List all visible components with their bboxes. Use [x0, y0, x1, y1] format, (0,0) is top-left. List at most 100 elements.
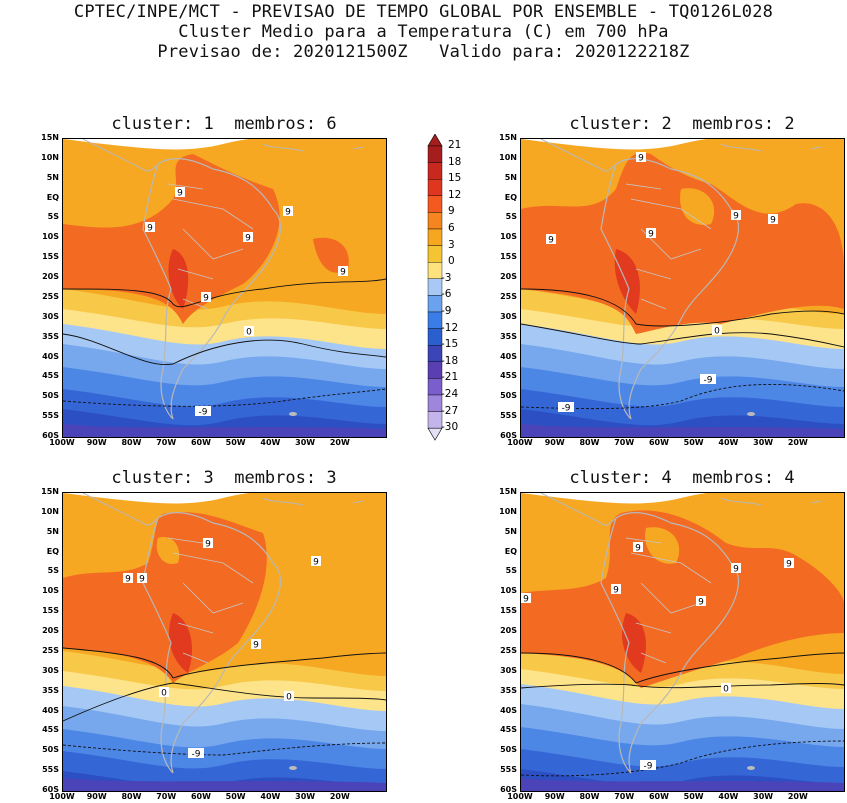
contour-label-box [633, 542, 643, 552]
lat-tick-label: EQ [504, 192, 517, 202]
contour-label: 9 [177, 189, 183, 199]
central-america-outline [540, 493, 822, 526]
lat-tick-label: 55S [500, 411, 517, 421]
lat-tick-label: 5S [47, 212, 59, 222]
lon-tick-label: 50W [225, 792, 246, 801]
colorbar-label: -15 [441, 338, 459, 351]
lon-tick-label: 60W [648, 792, 669, 801]
warm-region [168, 249, 189, 309]
contour-label-box [188, 748, 204, 758]
lon-tick-label: 90W [544, 438, 565, 447]
lon-tick-label: 70W [614, 438, 635, 447]
lat-tick-label: 45S [500, 371, 517, 381]
contour-label: -9 [192, 750, 201, 760]
contour-label-box [784, 558, 794, 568]
lat-tick-label: 20S [42, 272, 59, 282]
lat-tick-label: 25S [42, 291, 59, 301]
contour-label: 0 [161, 689, 167, 699]
lat-tick-label: 25S [500, 291, 517, 301]
colorbar-label: 15 [448, 172, 462, 185]
contour-line [63, 742, 386, 756]
lon-tick-label: 20W [329, 792, 350, 801]
coldest-band [63, 424, 386, 437]
lat-tick-label: 15S [500, 606, 517, 616]
figure-title-line3: Previsao de: 2020121500Z Valido para: 20… [157, 42, 690, 62]
colorbar-label: -6 [441, 288, 452, 301]
contour-label: 9 [733, 565, 739, 575]
panel-1-title: cluster: 1 membros: 6 [111, 114, 337, 134]
contour-label-box [284, 691, 294, 701]
lon-tick-label: 100W [49, 792, 75, 801]
lat-tick-label: 30S [500, 311, 517, 321]
contour-label: 9 [285, 208, 291, 218]
central-america-outline [540, 139, 822, 172]
country-borders [625, 183, 712, 310]
contour-label: 9 [698, 598, 704, 608]
colorbar-swatch [427, 145, 443, 163]
colorbar-label: -21 [441, 371, 459, 384]
continent-outline [142, 157, 282, 420]
contour-line [521, 683, 844, 689]
contour-label: 9 [786, 560, 792, 570]
contour-label-box [721, 683, 731, 693]
colorbar-label: 12 [448, 188, 462, 201]
contour-label: -9 [199, 408, 208, 418]
contour-label: 0 [286, 693, 292, 703]
lat-tick-label: 15N [41, 133, 59, 142]
contour-label-box [338, 266, 348, 276]
map-panel-3: 9 9 9 9 9 0 0 -9 [62, 492, 387, 792]
coldest-band [521, 424, 844, 437]
lon-tick-label: 50W [683, 438, 704, 447]
contour-label: 9 [340, 268, 346, 278]
map-panel-4: 9 9 9 9 9 9 0 -9 [520, 492, 845, 792]
contour-label-box [558, 402, 574, 412]
lat-tick-label: 60S [500, 785, 517, 794]
lon-tick-label: 90W [86, 792, 107, 801]
colorbar-label: 3 [448, 238, 455, 251]
contour-label: 9 [313, 558, 319, 568]
country-borders [167, 183, 254, 310]
warm-region [63, 512, 267, 683]
contour-label-box [521, 593, 531, 603]
colorbar-label: 0 [448, 255, 455, 268]
falkland-islands [747, 766, 755, 770]
lat-tick-label: 10N [499, 506, 517, 516]
lat-tick-label: 45S [42, 725, 59, 735]
lat-tick-label: 15N [41, 487, 59, 496]
colorbar-swatch [427, 295, 443, 313]
falkland-islands [289, 766, 297, 770]
contour-label-box [640, 760, 656, 770]
lat-tick-label: 5N [46, 172, 59, 182]
contour-label: 9 [205, 540, 211, 550]
warm-region [156, 537, 180, 564]
colorbar-swatch [427, 212, 443, 230]
lon-tick-label: 80W [579, 792, 600, 801]
colorbar-swatch [427, 344, 443, 362]
contour-label-box [283, 206, 293, 216]
contour-line [63, 647, 386, 679]
contour-label-box [646, 228, 656, 238]
falkland-islands [747, 412, 755, 416]
contour-label: 9 [253, 641, 259, 651]
lat-tick-label: 25S [500, 645, 517, 655]
lat-tick-label: 5S [505, 212, 517, 222]
colorbar-swatch [427, 361, 443, 379]
contour-line [521, 288, 844, 327]
lat-tick-label: 60S [42, 785, 59, 794]
contour-label-box [244, 326, 254, 336]
lat-tick-label: 35S [500, 331, 517, 341]
lat-tick-label: 60S [42, 431, 59, 440]
colorbar-swatch [427, 179, 443, 197]
central-america-outline [82, 493, 364, 526]
warm-region [621, 613, 646, 673]
contour-label: 9 [648, 230, 654, 240]
lon-tick-label: 50W [683, 792, 704, 801]
panel-3-title: cluster: 3 membros: 3 [111, 468, 337, 488]
lat-tick-label: EQ [504, 546, 517, 556]
colorbar-swatch [427, 261, 443, 279]
lat-tick-label: 15S [500, 252, 517, 262]
lat-tick-label: 55S [500, 765, 517, 775]
map-panel-1: 9 9 9 9 9 9 0 -9 [62, 138, 387, 438]
lon-tick-label: 70W [156, 792, 177, 801]
lat-tick-label: 55S [42, 765, 59, 775]
